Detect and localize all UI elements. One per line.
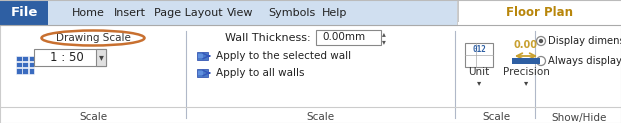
Text: Home: Home [71, 8, 104, 18]
Text: Scale: Scale [79, 113, 107, 123]
Circle shape [537, 56, 545, 66]
FancyBboxPatch shape [457, 0, 621, 26]
FancyBboxPatch shape [29, 62, 34, 67]
FancyBboxPatch shape [512, 58, 540, 64]
Text: ▾: ▾ [524, 78, 528, 87]
Text: 012: 012 [472, 46, 486, 54]
Text: Drawing Scale: Drawing Scale [55, 33, 130, 43]
Text: ▴: ▴ [382, 30, 386, 38]
FancyBboxPatch shape [198, 54, 203, 58]
Text: 0.00mm: 0.00mm [322, 32, 366, 43]
Text: Unit: Unit [468, 67, 489, 77]
Text: Apply to all walls: Apply to all walls [216, 68, 304, 78]
FancyBboxPatch shape [29, 55, 34, 61]
Text: Page Layout: Page Layout [153, 8, 222, 18]
Text: Scale: Scale [306, 113, 334, 123]
FancyBboxPatch shape [16, 62, 22, 67]
Text: Insert: Insert [114, 8, 146, 18]
Circle shape [537, 37, 545, 46]
Text: 0.00: 0.00 [514, 40, 538, 50]
FancyBboxPatch shape [465, 43, 493, 67]
FancyBboxPatch shape [16, 55, 22, 61]
Text: 1 : 50: 1 : 50 [50, 51, 84, 64]
Text: ▾: ▾ [477, 78, 481, 87]
Text: Scale: Scale [482, 113, 510, 123]
Text: Precision: Precision [502, 67, 550, 77]
FancyBboxPatch shape [96, 49, 106, 66]
FancyBboxPatch shape [316, 30, 381, 45]
FancyBboxPatch shape [0, 0, 48, 25]
Text: Always display dimension: Always display dimension [548, 56, 621, 66]
FancyBboxPatch shape [458, 22, 621, 27]
FancyBboxPatch shape [0, 0, 621, 25]
Text: ▾: ▾ [382, 38, 386, 46]
Text: View: View [227, 8, 253, 18]
Circle shape [539, 39, 543, 43]
Text: Apply to the selected wall: Apply to the selected wall [216, 51, 351, 61]
FancyBboxPatch shape [22, 55, 28, 61]
Text: ▾: ▾ [99, 53, 104, 62]
Text: File: File [11, 7, 38, 20]
FancyBboxPatch shape [22, 62, 28, 67]
FancyBboxPatch shape [198, 71, 203, 75]
FancyBboxPatch shape [29, 68, 34, 74]
Text: Floor Plan: Floor Plan [505, 7, 573, 20]
FancyBboxPatch shape [458, 0, 621, 25]
Text: Symbols: Symbols [268, 8, 315, 18]
FancyBboxPatch shape [0, 25, 621, 123]
Text: Help: Help [322, 8, 348, 18]
FancyBboxPatch shape [34, 49, 106, 66]
Text: Show/Hide: Show/Hide [551, 113, 607, 123]
FancyBboxPatch shape [197, 52, 208, 60]
Text: Display dimension when selected.: Display dimension when selected. [548, 36, 621, 46]
FancyBboxPatch shape [197, 69, 208, 77]
Text: Wall Thickness:: Wall Thickness: [225, 33, 310, 43]
FancyBboxPatch shape [16, 68, 22, 74]
FancyBboxPatch shape [22, 68, 28, 74]
